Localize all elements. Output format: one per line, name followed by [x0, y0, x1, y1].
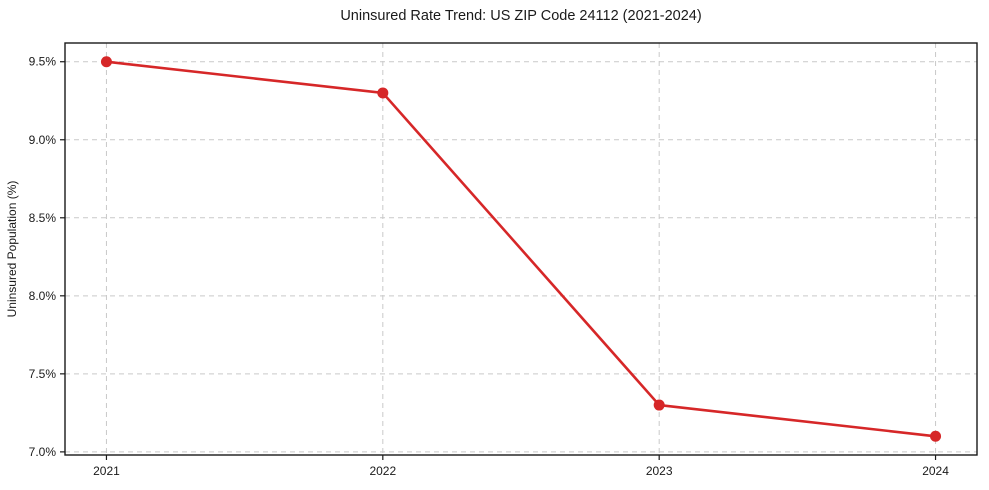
- data-point: [100, 56, 112, 68]
- axis-layer: 2021 2022 2023 2024 7.0% 7.5% 8.0% 8.5% 9.0% 9.5%: [29, 42, 978, 478]
- y-tick-label: 8.5%: [29, 211, 57, 225]
- y-tick-label: 7.0%: [29, 445, 57, 459]
- trend-line: [105, 60, 937, 438]
- y-tick-label: 8.0%: [29, 289, 57, 303]
- data-point: [377, 87, 389, 99]
- data-series: [100, 56, 942, 442]
- grid-layer: [65, 43, 977, 455]
- x-tick-label: 2021: [93, 464, 120, 478]
- data-point: [930, 430, 942, 442]
- y-tick-label: 7.5%: [29, 367, 57, 381]
- x-tick-label: 2022: [369, 464, 396, 478]
- y-tick-label: 9.0%: [29, 133, 57, 147]
- data-point: [653, 399, 665, 411]
- x-tick-label: 2023: [646, 464, 673, 478]
- y-axis-label: Uninsured Population (%): [5, 181, 19, 318]
- x-tick-label: 2024: [922, 464, 949, 478]
- chart-title: Uninsured Rate Trend: US ZIP Code 24112 …: [340, 8, 702, 24]
- y-tick-label: 9.5%: [29, 55, 57, 69]
- plot-border: [64, 42, 978, 456]
